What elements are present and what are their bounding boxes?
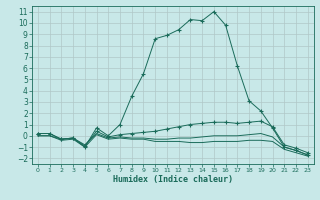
X-axis label: Humidex (Indice chaleur): Humidex (Indice chaleur)	[113, 175, 233, 184]
